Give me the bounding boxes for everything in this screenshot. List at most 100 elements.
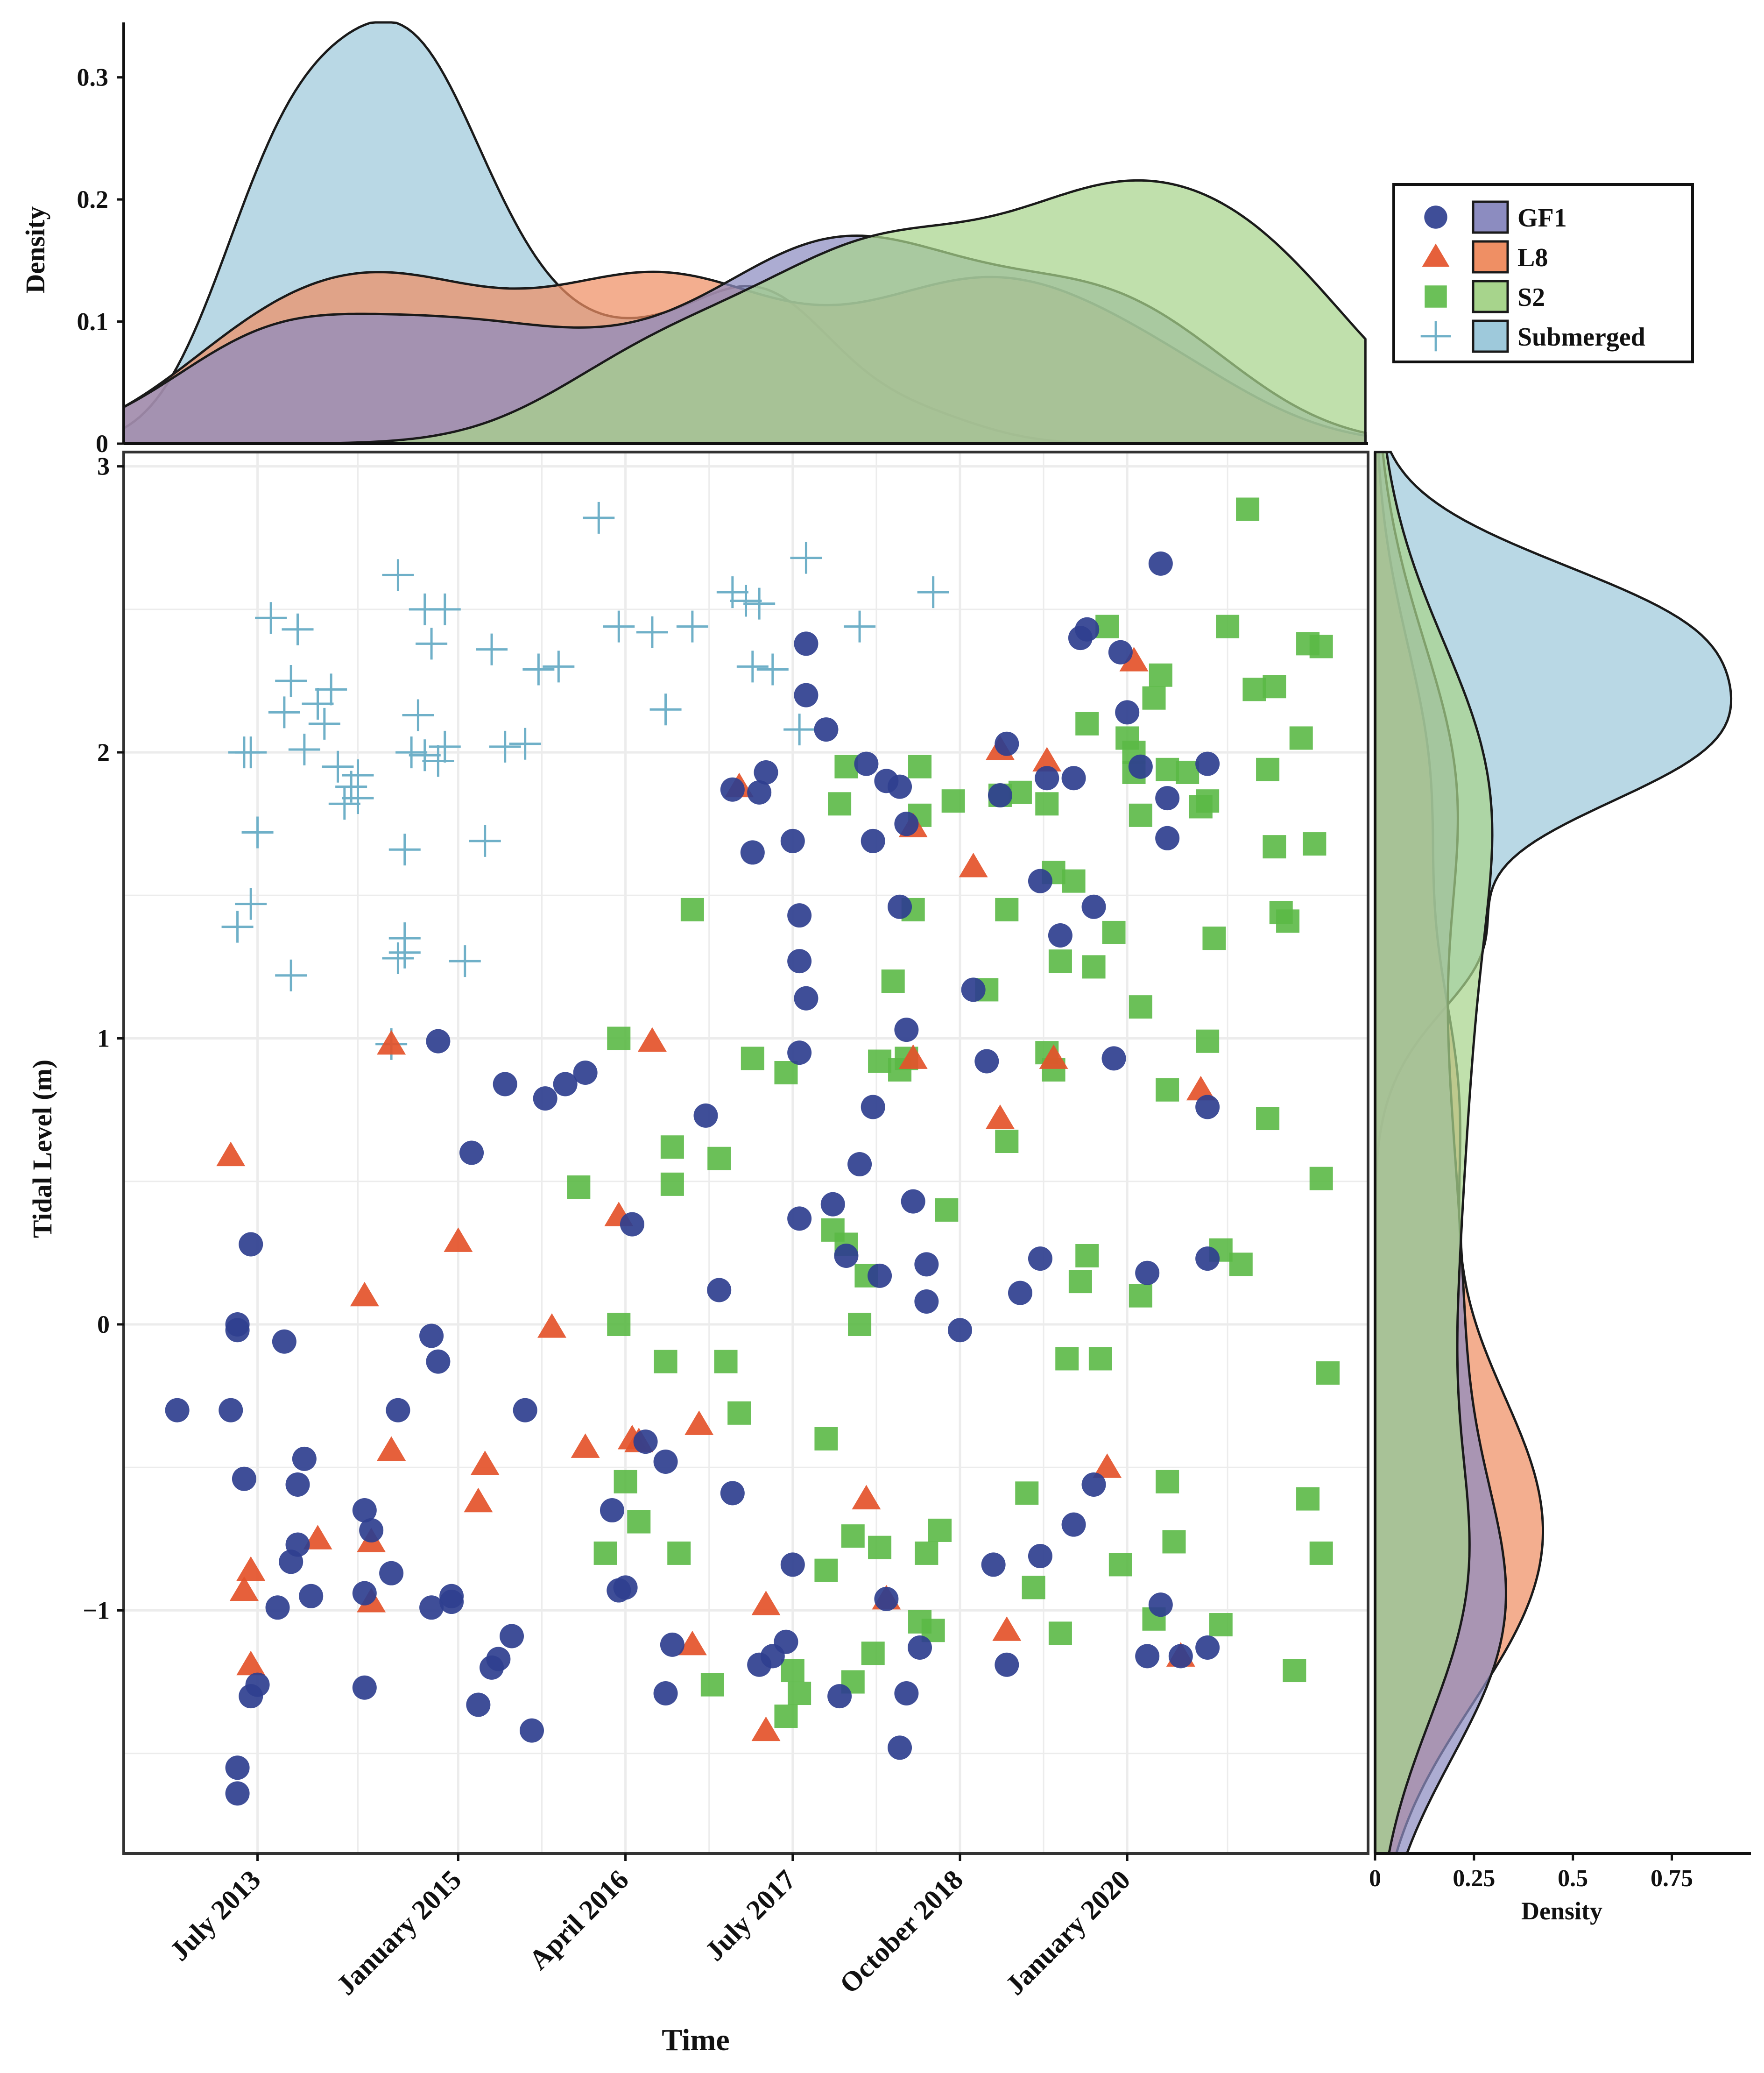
point-submerged	[255, 602, 287, 634]
point-submerged	[288, 733, 320, 765]
point-gf1	[894, 1018, 919, 1042]
point-s2	[567, 1175, 591, 1199]
point-s2	[714, 1350, 738, 1373]
point-submerged	[342, 782, 374, 814]
point-gf1	[553, 1072, 578, 1097]
point-l8	[377, 1436, 406, 1461]
point-gf1	[774, 1629, 798, 1654]
legend-item-l8: L8	[1422, 240, 1548, 274]
point-gf1	[720, 777, 745, 802]
y-tick-label: −1	[83, 1596, 110, 1624]
point-submerged	[388, 834, 421, 866]
point-gf1	[995, 731, 1019, 756]
point-s2	[1176, 760, 1200, 784]
point-s2	[654, 1350, 677, 1373]
point-s2	[781, 1659, 804, 1683]
point-s2	[814, 1427, 838, 1450]
point-gf1	[820, 1192, 845, 1217]
point-gf1	[419, 1595, 444, 1620]
point-s2	[928, 1518, 952, 1542]
point-s2	[935, 1198, 959, 1222]
point-submerged	[429, 593, 461, 625]
point-submerged	[382, 942, 414, 975]
point-s2	[1129, 1284, 1152, 1308]
point-gf1	[914, 1289, 939, 1314]
point-s2	[1263, 835, 1286, 859]
legend-item-gf1: GF1	[1424, 200, 1567, 234]
x-axis-title: Time	[662, 2023, 729, 2057]
point-gf1	[787, 1206, 812, 1231]
point-l8	[350, 1281, 379, 1307]
point-gf1	[1195, 751, 1220, 776]
point-submerged	[917, 576, 949, 608]
point-gf1	[1028, 1544, 1052, 1569]
point-submerged	[543, 651, 575, 683]
point-submerged	[636, 616, 668, 648]
point-s2	[660, 1135, 684, 1159]
point-gf1	[439, 1584, 464, 1608]
point-s2	[707, 1146, 731, 1170]
point-submerged	[388, 922, 421, 955]
top-density-tick-label: 0.1	[77, 308, 109, 336]
point-s2	[841, 1524, 865, 1548]
y-tick-label: 2	[97, 738, 110, 766]
right-density-curves	[1374, 451, 1733, 1855]
point-s2	[680, 898, 704, 921]
right-density-xlabel: Density	[1521, 1897, 1602, 1925]
point-s2	[1236, 497, 1260, 521]
point-submerged	[844, 610, 876, 643]
right-density-s2	[1374, 451, 1494, 1855]
point-s2	[861, 1641, 885, 1665]
point-s2	[593, 1541, 617, 1565]
top-density-panel: 0 0.1 0.2 0.3 Density	[20, 21, 1368, 458]
point-gf1	[974, 1049, 999, 1074]
right-density-tick-label: 0.5	[1558, 1865, 1588, 1892]
point-gf1	[787, 1040, 812, 1065]
point-submerged	[241, 816, 274, 849]
point-s2	[1202, 927, 1226, 950]
point-gf1	[520, 1718, 544, 1743]
point-gf1	[834, 1243, 859, 1268]
point-gf1	[573, 1061, 598, 1085]
point-submerged	[756, 653, 789, 686]
point-gf1	[1101, 1046, 1126, 1071]
point-gf1	[1081, 1472, 1106, 1497]
point-l8	[537, 1313, 566, 1338]
point-gf1	[1028, 869, 1052, 893]
point-submerged	[736, 651, 769, 683]
point-l8	[1093, 1453, 1122, 1478]
legend-marker-gf1	[1424, 205, 1447, 229]
point-gf1	[352, 1581, 377, 1606]
top-density-ticks: 0 0.1 0.2 0.3	[77, 64, 124, 458]
point-s2	[814, 1558, 838, 1582]
point-gf1	[660, 1632, 684, 1657]
point-gf1	[847, 1152, 872, 1176]
point-gf1	[165, 1398, 190, 1422]
point-gf1	[914, 1252, 939, 1277]
point-submerged	[409, 739, 441, 771]
point-submerged	[235, 888, 267, 920]
point-s2	[1263, 675, 1286, 699]
right-density-ticks: 0 0.25 0.5 0.75	[1369, 1854, 1693, 1892]
point-s2	[1316, 1361, 1340, 1385]
point-gf1	[500, 1624, 524, 1648]
point-gf1	[888, 1735, 912, 1760]
point-submerged	[790, 542, 822, 574]
top-density-tick-label: 0.2	[77, 185, 109, 213]
point-submerged	[676, 610, 708, 643]
point-gf1	[861, 828, 885, 853]
point-gf1	[747, 1652, 772, 1677]
point-l8	[236, 1556, 266, 1581]
point-l8	[637, 1027, 667, 1052]
point-submerged	[783, 714, 816, 746]
point-gf1	[379, 1561, 404, 1585]
scatter-points	[165, 497, 1340, 1806]
point-gf1	[747, 780, 772, 805]
point-s2	[1276, 909, 1300, 933]
y-tick-label: 3	[97, 453, 110, 481]
point-s2	[1209, 1613, 1233, 1637]
point-gf1	[493, 1072, 517, 1097]
point-s2	[1008, 780, 1032, 804]
point-gf1	[981, 1552, 1006, 1577]
point-gf1	[533, 1086, 557, 1111]
